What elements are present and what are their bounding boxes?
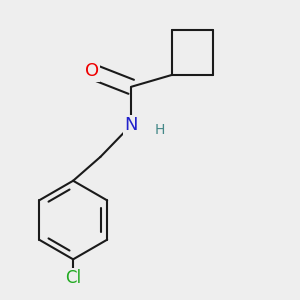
Text: N: N	[124, 116, 138, 134]
Text: Cl: Cl	[65, 269, 81, 287]
Text: O: O	[85, 62, 99, 80]
Text: H: H	[155, 122, 165, 136]
